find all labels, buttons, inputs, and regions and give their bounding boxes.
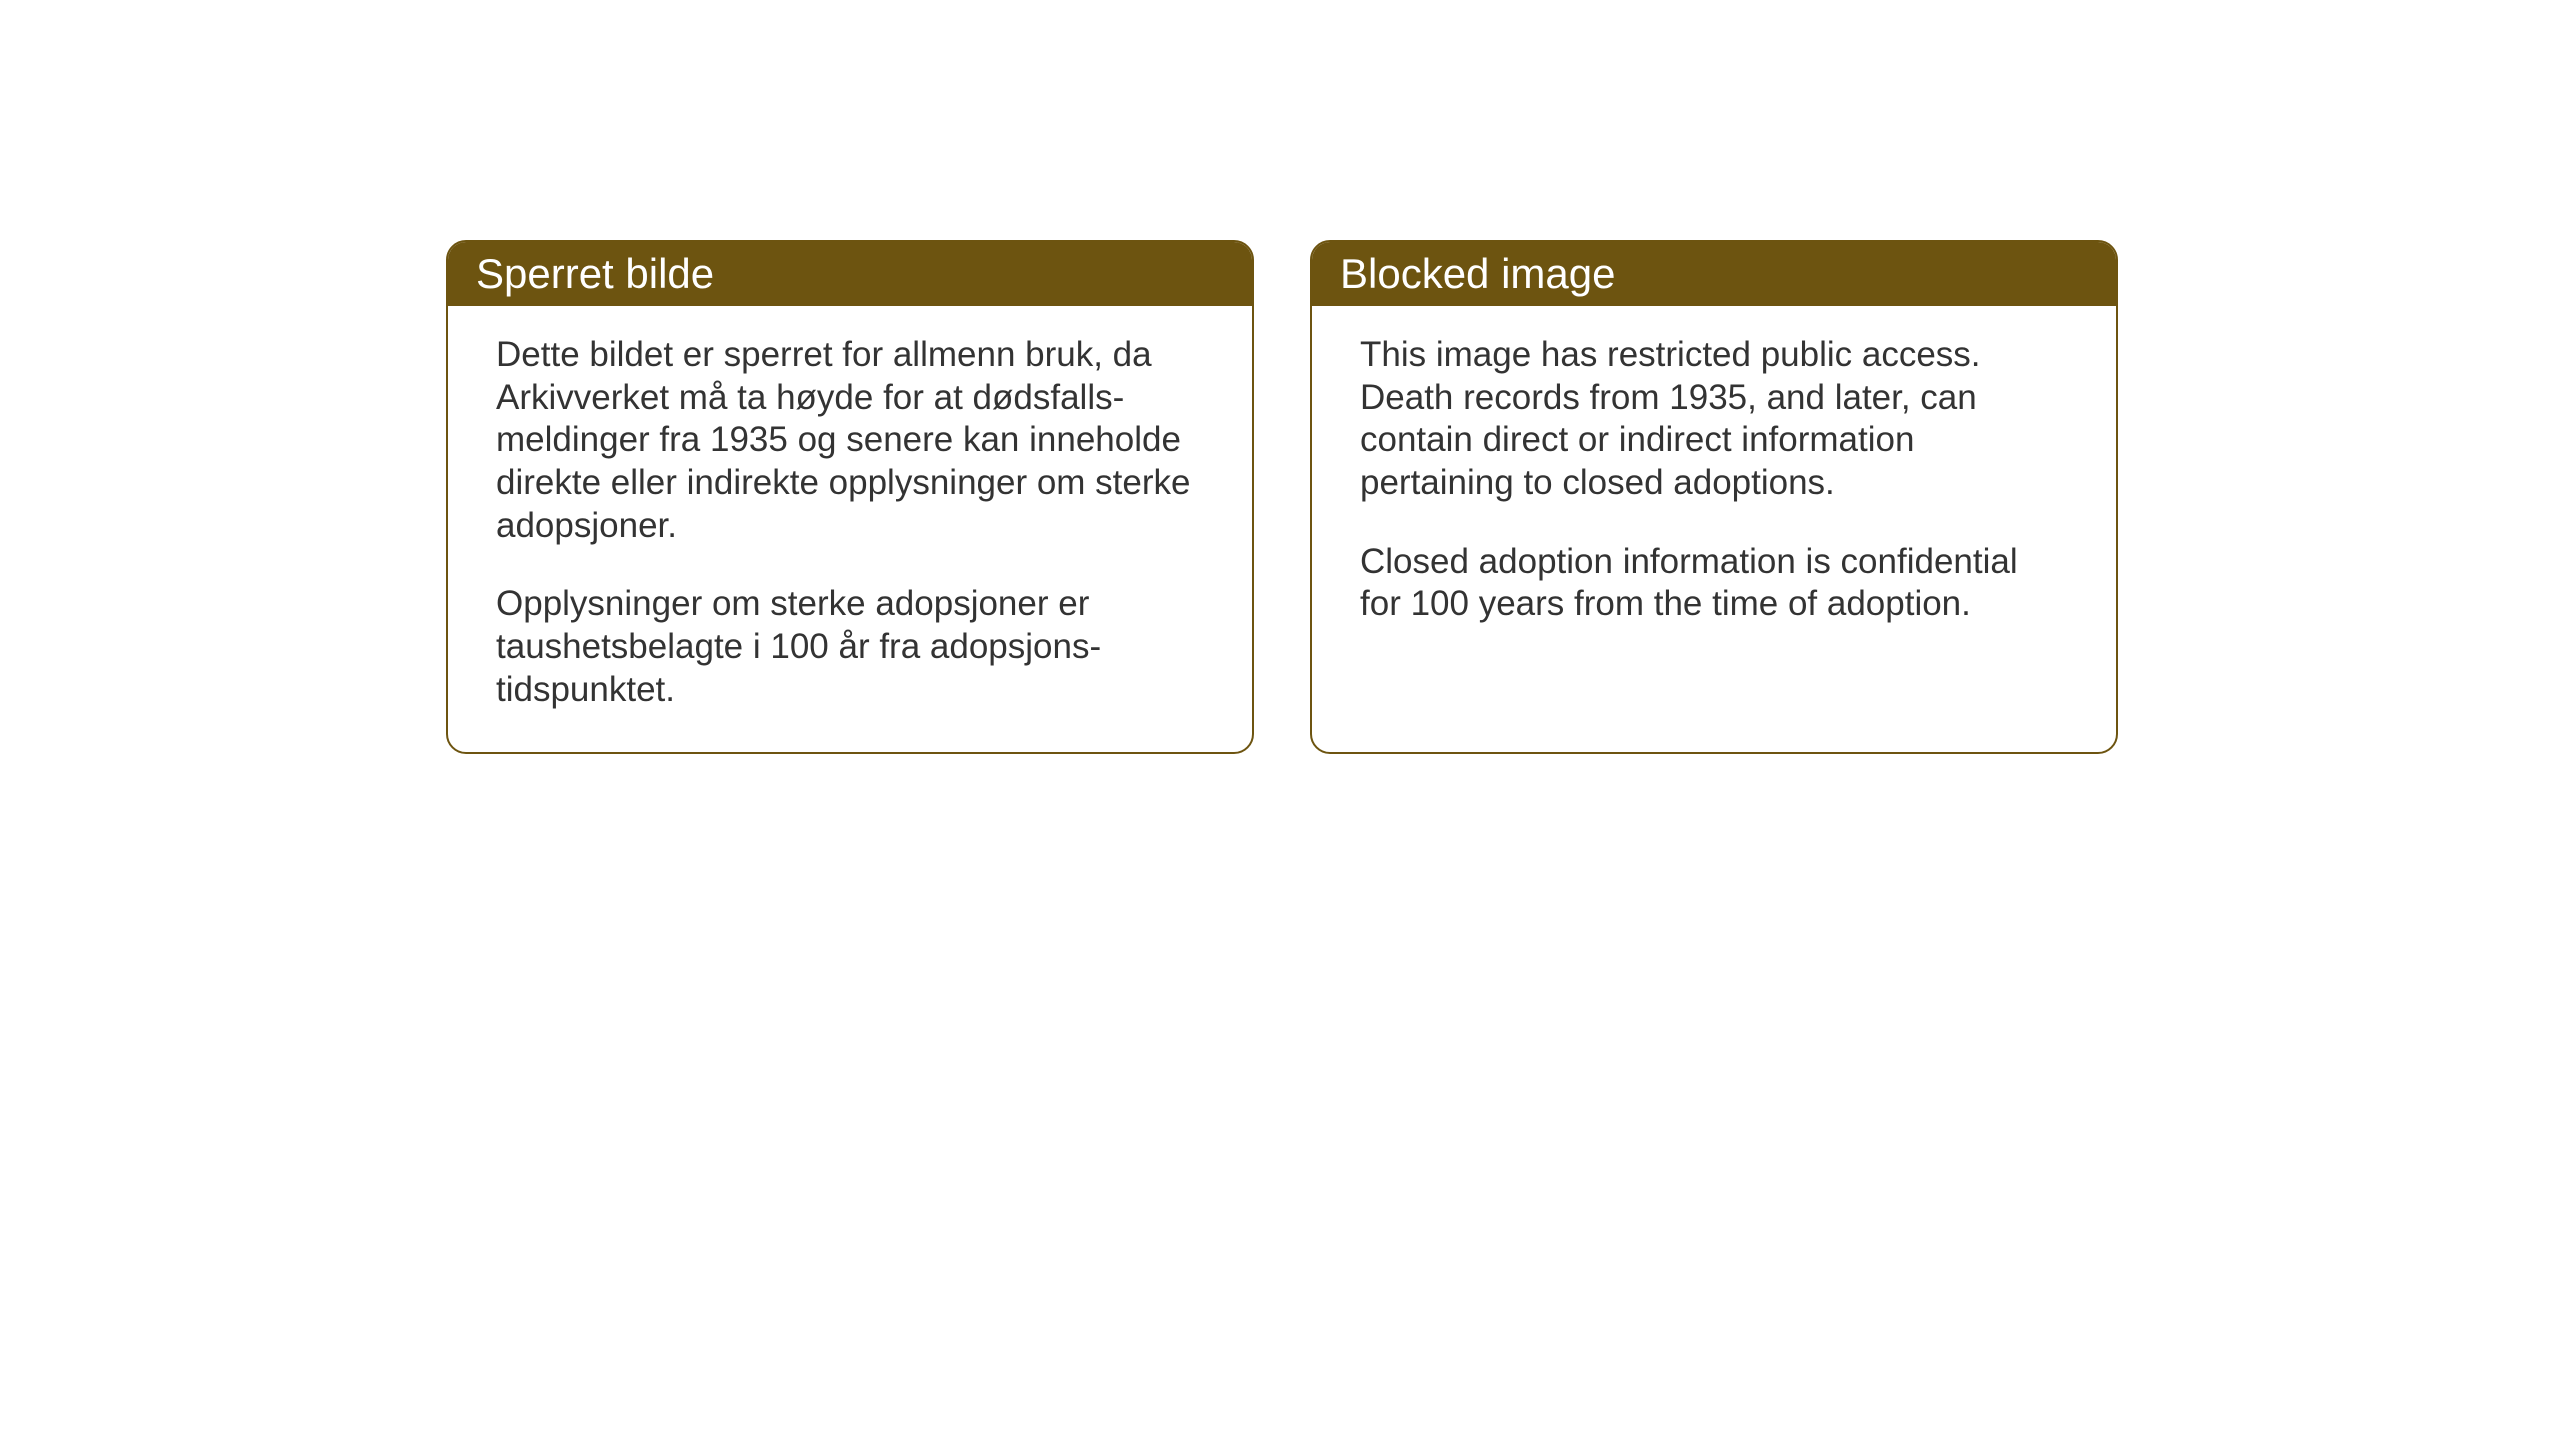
card-norwegian: Sperret bilde Dette bildet er sperret fo… <box>446 240 1254 754</box>
card-paragraph-norwegian-1: Dette bildet er sperret for allmenn bruk… <box>496 334 1204 547</box>
card-header-english: Blocked image <box>1312 242 2116 306</box>
cards-container: Sperret bilde Dette bildet er sperret fo… <box>446 240 2118 754</box>
card-paragraph-english-2: Closed adoption information is confident… <box>1360 541 2068 626</box>
card-header-norwegian: Sperret bilde <box>448 242 1252 306</box>
card-title-english: Blocked image <box>1340 250 1615 297</box>
card-body-english: This image has restricted public access.… <box>1312 306 2116 666</box>
card-body-norwegian: Dette bildet er sperret for allmenn bruk… <box>448 306 1252 752</box>
card-paragraph-norwegian-2: Opplysninger om sterke adopsjoner er tau… <box>496 583 1204 711</box>
card-title-norwegian: Sperret bilde <box>476 250 714 297</box>
card-paragraph-english-1: This image has restricted public access.… <box>1360 334 2068 505</box>
card-english: Blocked image This image has restricted … <box>1310 240 2118 754</box>
